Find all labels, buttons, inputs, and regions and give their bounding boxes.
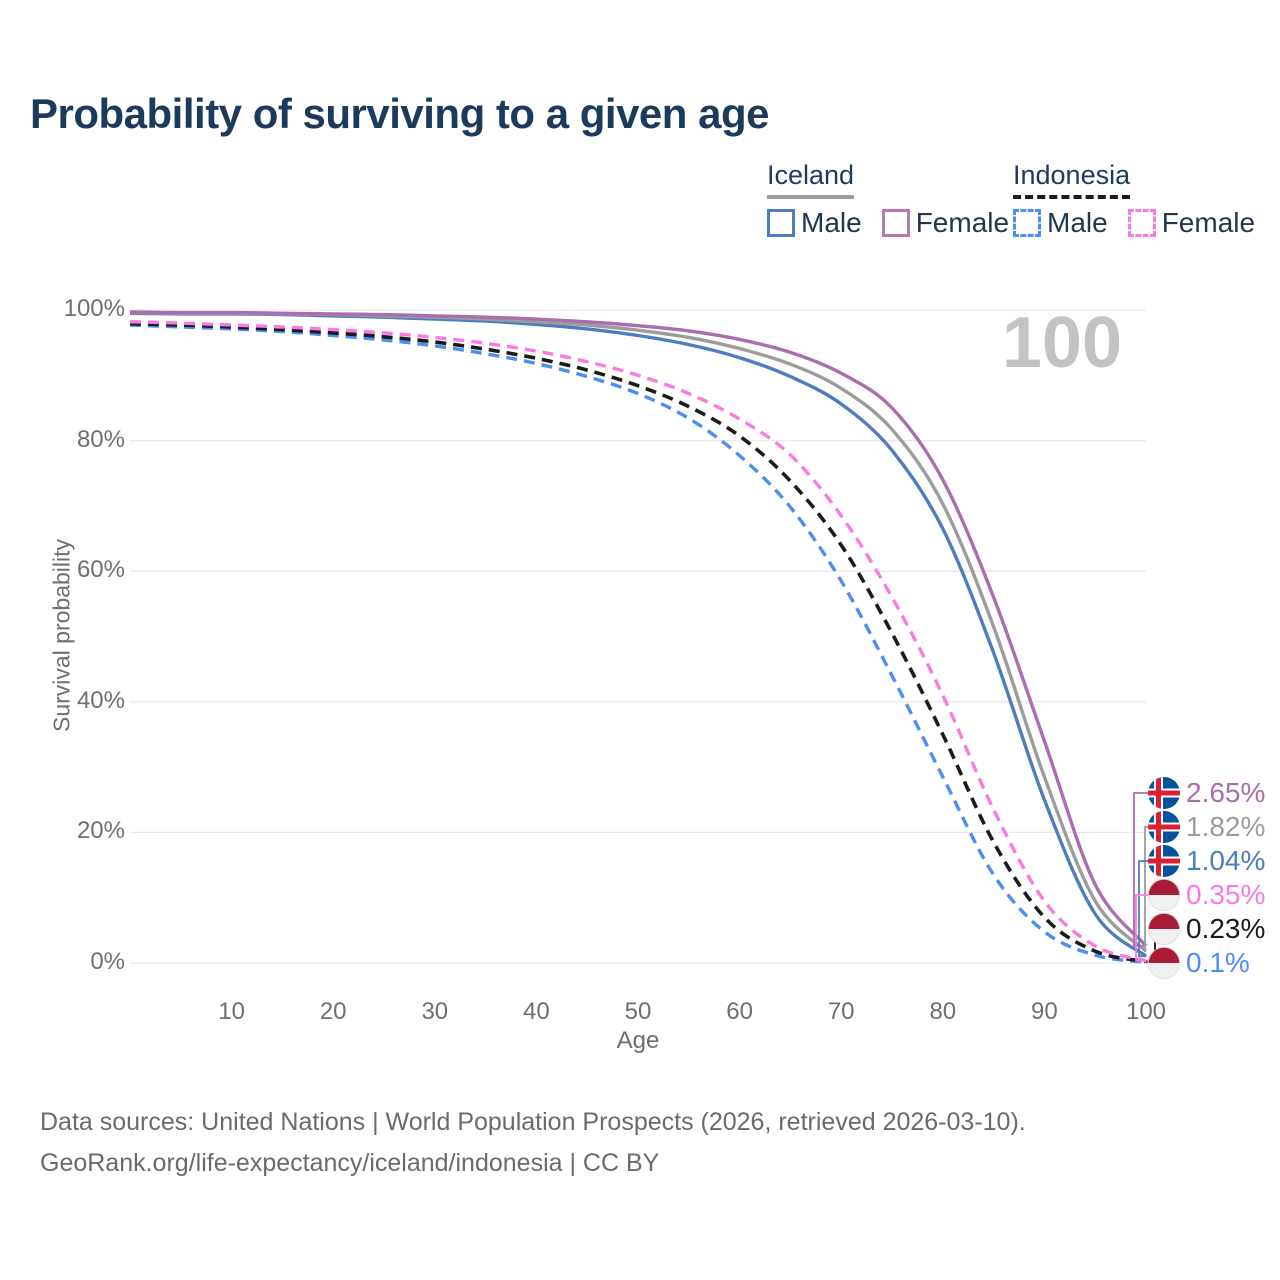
curve-iceland-male[interactable] — [129, 311, 1148, 958]
end-value-label: 2.65% — [1186, 777, 1266, 808]
data-sources-line: Data sources: United Nations | World Pop… — [40, 1108, 1026, 1136]
y-tick-label: 0% — [90, 948, 125, 975]
legend-header-iceland[interactable]: Iceland — [767, 160, 855, 199]
x-tick-label: 50 — [624, 998, 652, 1025]
curve-indonesia-male[interactable] — [129, 323, 1147, 964]
end-label-connector — [1133, 792, 1149, 947]
x-axis-title: Age — [616, 1027, 660, 1054]
curve-indonesia-both-sexes[interactable] — [129, 321, 1147, 964]
legend-item-label: Male — [1047, 207, 1108, 238]
legend-item-iceland-male[interactable]: Male — [767, 207, 862, 239]
legend-item-indonesia-female[interactable]: Female — [1127, 207, 1256, 239]
end-label-connector — [1135, 894, 1149, 962]
iceland-flag-icon — [1148, 811, 1180, 843]
end-value-label: 1.04% — [1186, 845, 1266, 876]
end-label-connector — [1138, 860, 1149, 958]
indonesia-male-swatch-icon — [1013, 209, 1041, 237]
footer: Data sources: United Nations | World Pop… — [40, 1102, 1026, 1184]
y-tick-label: 100% — [63, 295, 125, 322]
end-value-label: 0.23% — [1186, 913, 1266, 944]
indonesia-flag-icon — [1148, 879, 1181, 912]
x-tick-label: 10 — [218, 998, 245, 1025]
curve-iceland-both-sexes[interactable] — [129, 310, 1148, 953]
legend-items-iceland: Male Female — [767, 207, 1029, 239]
legend-header-indonesia[interactable]: Indonesia — [1013, 160, 1131, 199]
x-tick-label: 40 — [523, 998, 550, 1025]
hover-age-watermark: 100 — [1002, 303, 1122, 383]
y-axis-title: Survival probability — [48, 538, 75, 733]
y-tick-label: 80% — [76, 425, 125, 453]
end-label-connector — [1144, 826, 1149, 952]
indonesia-female-swatch-icon — [1127, 209, 1156, 237]
x-tick-label: 60 — [726, 998, 753, 1025]
indonesia-flag-icon — [1148, 947, 1181, 980]
end-value-label: 0.1% — [1186, 947, 1250, 978]
x-tick-label: 90 — [1031, 998, 1058, 1025]
legend-item-label: Male — [801, 207, 862, 238]
x-tick-label: 30 — [421, 998, 449, 1025]
curve-indonesia-female[interactable] — [129, 320, 1147, 963]
iceland-male-swatch-icon — [767, 209, 795, 237]
end-value-label: 0.35% — [1186, 879, 1266, 910]
legend-item-label: Female — [1161, 207, 1256, 238]
attribution-line: GeoRank.org/life-expectancy/iceland/indo… — [40, 1149, 660, 1177]
x-tick-label: 80 — [929, 998, 957, 1025]
legend-group-iceland: Iceland Male Female — [767, 160, 1029, 239]
iceland-female-swatch-icon — [881, 209, 910, 237]
y-tick-label: 40% — [76, 686, 125, 714]
iceland-flag-icon — [1148, 777, 1180, 809]
legend-item-iceland-female[interactable]: Female — [881, 207, 1010, 239]
y-tick-label: 60% — [76, 556, 125, 584]
x-tick-label: 70 — [827, 998, 855, 1025]
y-tick-label: 20% — [76, 817, 125, 845]
legend-items-indonesia: Male Female — [1013, 207, 1275, 239]
page-title: Probability of surviving to a given age — [30, 90, 769, 137]
curve-iceland-female[interactable] — [129, 310, 1148, 947]
iceland-flag-icon — [1148, 845, 1180, 877]
legend-item-indonesia-male[interactable]: Male — [1013, 207, 1108, 239]
legend-group-indonesia: Indonesia Male Female — [1013, 160, 1275, 239]
indonesia-flag-icon — [1148, 913, 1181, 946]
x-tick-label: 100 — [1125, 998, 1167, 1025]
x-tick-label: 20 — [319, 998, 347, 1025]
legend-item-label: Female — [915, 207, 1010, 238]
end-value-label: 1.82% — [1186, 811, 1266, 842]
